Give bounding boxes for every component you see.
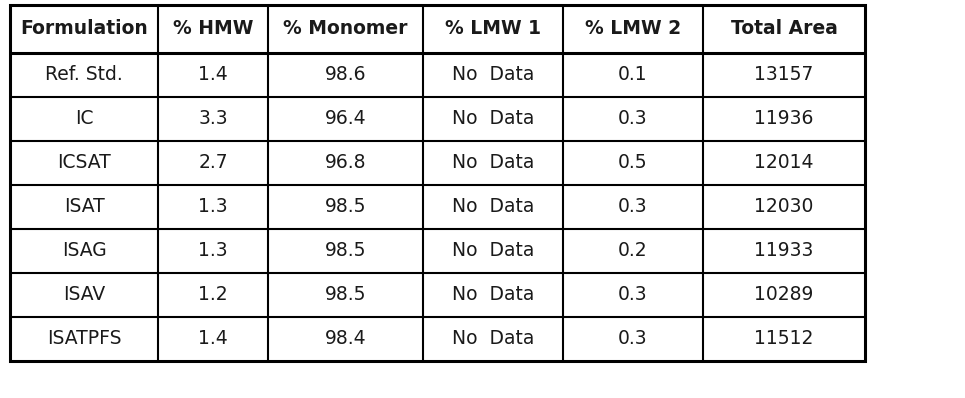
Text: 0.5: 0.5 [619, 154, 648, 172]
Text: 12014: 12014 [755, 154, 813, 172]
Text: 11512: 11512 [755, 330, 813, 349]
Text: 0.3: 0.3 [619, 109, 648, 129]
Text: % HMW: % HMW [173, 20, 253, 39]
Text: 98.4: 98.4 [324, 330, 367, 349]
Text: 98.5: 98.5 [325, 285, 367, 304]
Text: ISAG: ISAG [62, 242, 106, 261]
Text: No  Data: No Data [452, 242, 535, 261]
Text: 98.6: 98.6 [325, 66, 367, 84]
Text: No  Data: No Data [452, 330, 535, 349]
Text: 1.4: 1.4 [198, 66, 228, 84]
Text: IC: IC [74, 109, 94, 129]
Text: 0.3: 0.3 [619, 285, 648, 304]
Text: 1.3: 1.3 [198, 242, 228, 261]
Text: 96.8: 96.8 [325, 154, 367, 172]
Text: No  Data: No Data [452, 197, 535, 217]
Text: Ref. Std.: Ref. Std. [45, 66, 123, 84]
Text: % LMW 2: % LMW 2 [585, 20, 681, 39]
Text: 1.3: 1.3 [198, 197, 228, 217]
Text: 11933: 11933 [755, 242, 813, 261]
Text: 0.3: 0.3 [619, 197, 648, 217]
Text: 12030: 12030 [755, 197, 813, 217]
Text: 1.4: 1.4 [198, 330, 228, 349]
Text: No  Data: No Data [452, 154, 535, 172]
Text: ISATPFS: ISATPFS [46, 330, 122, 349]
Text: Formulation: Formulation [20, 20, 148, 39]
Text: 1.2: 1.2 [198, 285, 228, 304]
Bar [10, 5, 865, 361]
Text: ISAV: ISAV [63, 285, 105, 304]
Text: % Monomer: % Monomer [284, 20, 408, 39]
Text: 10289: 10289 [755, 285, 813, 304]
Text: 2.7: 2.7 [198, 154, 228, 172]
Text: 0.1: 0.1 [619, 66, 648, 84]
Text: Total Area: Total Area [731, 20, 838, 39]
Text: 3.3: 3.3 [198, 109, 228, 129]
Text: No  Data: No Data [452, 285, 535, 304]
Text: 11936: 11936 [755, 109, 813, 129]
Text: 98.5: 98.5 [325, 242, 367, 261]
Text: 98.5: 98.5 [325, 197, 367, 217]
Text: 0.2: 0.2 [619, 242, 648, 261]
Text: 13157: 13157 [755, 66, 813, 84]
Text: ISAT: ISAT [64, 197, 104, 217]
Text: No  Data: No Data [452, 109, 535, 129]
Text: No  Data: No Data [452, 66, 535, 84]
Text: % LMW 1: % LMW 1 [445, 20, 541, 39]
Text: ICSAT: ICSAT [57, 154, 111, 172]
Text: 96.4: 96.4 [324, 109, 367, 129]
Text: 0.3: 0.3 [619, 330, 648, 349]
